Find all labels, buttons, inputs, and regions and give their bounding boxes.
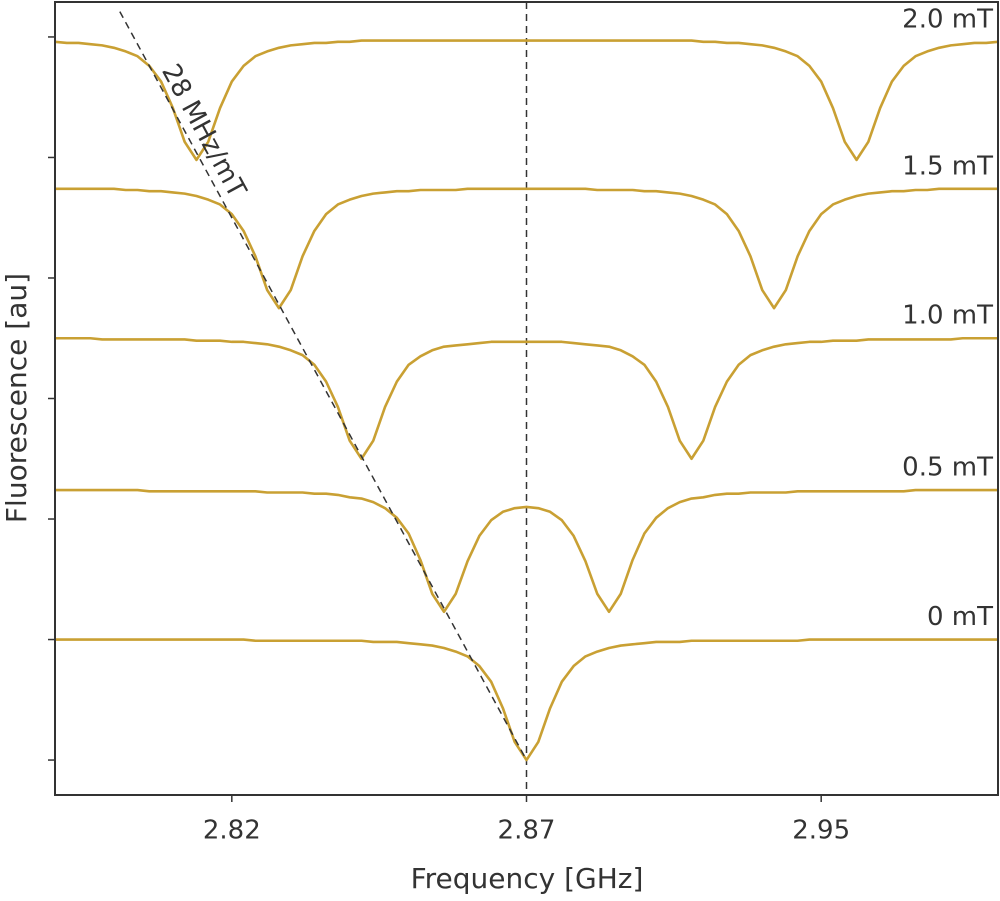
series-label: 1.5 mT — [902, 151, 993, 181]
data-line — [55, 638, 998, 762]
series-label: 2.0 mT — [902, 4, 993, 34]
x-axis-label: Frequency [GHz] — [411, 862, 644, 895]
annotation-label: 28 MHz/mT — [155, 59, 252, 203]
x-tick-label: 2.87 — [498, 816, 556, 846]
series-label: 1.0 mT — [902, 301, 993, 331]
plot-frame — [54, 1, 999, 796]
data-line — [55, 187, 998, 310]
data-line — [55, 488, 998, 614]
series-label: 0.5 mT — [902, 453, 993, 483]
x-tick-label: 2.82 — [203, 816, 261, 846]
data-line — [54, 39, 999, 162]
series-label: 0 mT — [927, 602, 993, 632]
x-tick-label: 2.95 — [792, 816, 850, 846]
slope-line — [119, 11, 528, 761]
data-line — [55, 336, 998, 461]
y-axis-label: Fluorescence [au] — [0, 273, 33, 523]
